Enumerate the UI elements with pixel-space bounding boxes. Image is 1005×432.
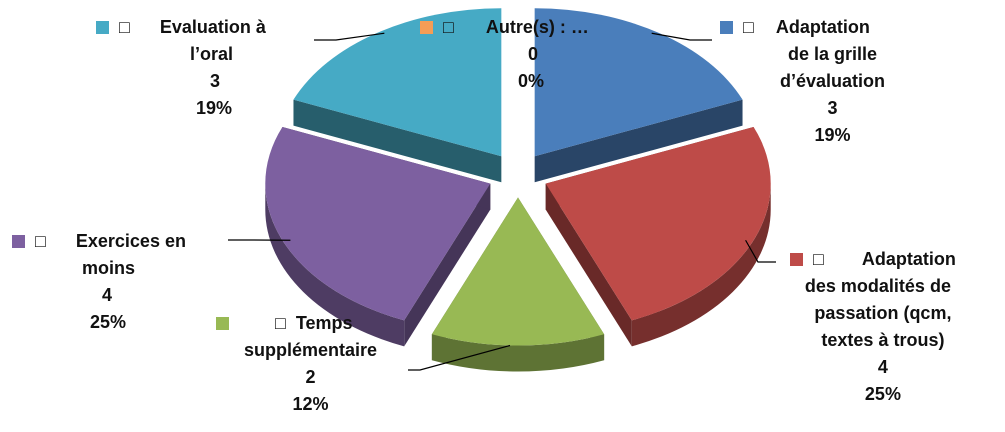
label-line: Exercices en <box>75 231 186 251</box>
label-value: 2 <box>305 367 316 387</box>
label-line: Adaptation <box>861 249 956 269</box>
legend-swatch <box>720 21 733 34</box>
label-line: Evaluation à <box>159 17 266 37</box>
slice-top-face <box>534 8 743 157</box>
slice-outer-wall <box>431 334 605 372</box>
slice-side-wall <box>293 99 502 183</box>
legend-marker: □ <box>35 231 46 251</box>
leader-line-temps <box>408 344 511 371</box>
label-line: moins <box>82 258 136 278</box>
legend-swatch <box>790 253 803 266</box>
legend-marker: □ <box>275 313 286 333</box>
legend-marker: □ <box>813 249 824 269</box>
label-percent: 12% <box>292 394 329 414</box>
label-percent: 19% <box>196 98 233 118</box>
label-percent: 25% <box>864 384 901 404</box>
slice-side-wall <box>534 99 743 183</box>
pie-slice-oral <box>293 8 502 183</box>
label-percent: 0% <box>518 71 545 91</box>
slice-label-adaptation-grille: □ Adaptation de la grille d’évaluation 3 … <box>720 14 885 149</box>
slice-side-wall <box>404 183 491 347</box>
label-value: 3 <box>210 71 221 91</box>
label-line: Adaptation <box>775 17 870 37</box>
pie-slice-exercices <box>265 126 491 347</box>
label-line: de la grille <box>787 44 878 64</box>
slice-label-adaptation-modalites: □ Adaptation des modalités de passation (… <box>790 246 956 408</box>
label-line: passation (qcm, <box>814 303 952 323</box>
slice-label-temps: □ Temps supplémentaire 2 12% <box>216 310 377 418</box>
legend-swatch <box>12 235 25 248</box>
leader-line-oral <box>314 32 385 41</box>
label-line: d’évaluation <box>780 71 886 91</box>
pie-slice-adaptation-grille <box>534 8 743 183</box>
slice-top-face <box>431 197 605 346</box>
leader-line-adaptation-modalites <box>745 239 776 263</box>
label-value: 4 <box>877 357 888 377</box>
label-line: des modalités de <box>804 276 951 296</box>
label-line: supplémentaire <box>244 340 378 360</box>
slice-label-oral: □ Evaluation à l’oral 3 19% <box>96 14 266 122</box>
legend-marker: □ <box>119 17 130 37</box>
legend-swatch <box>96 21 109 34</box>
slice-top-face <box>265 126 491 321</box>
slice-outer-wall <box>631 183 771 347</box>
pie-slice-adaptation-modalites <box>545 126 771 347</box>
pie-slice-temps <box>431 197 605 372</box>
legend-swatch <box>420 21 433 34</box>
label-line: textes à trous) <box>821 330 945 350</box>
slice-outer-wall <box>265 183 405 347</box>
label-value: 3 <box>827 98 838 118</box>
label-value: 0 <box>528 44 539 64</box>
slice-label-exercices: □ Exercices en moins 4 25% <box>12 228 186 336</box>
label-line: l’oral <box>190 44 234 64</box>
slice-top-face <box>293 8 502 157</box>
legend-marker: □ <box>443 17 454 37</box>
label-percent: 25% <box>90 312 127 332</box>
label-percent: 19% <box>814 125 851 145</box>
legend-swatch <box>216 317 229 330</box>
label-value: 4 <box>102 285 113 305</box>
leader-line-adaptation-grille <box>651 32 712 41</box>
slice-label-autre: □ Autre(s) : … 0 0% <box>420 14 589 95</box>
slice-top-face <box>545 126 771 321</box>
slice-side-wall <box>545 183 632 347</box>
label-line: Temps <box>295 313 353 333</box>
legend-marker: □ <box>743 17 754 37</box>
label-line: Autre(s) : … <box>485 17 589 37</box>
